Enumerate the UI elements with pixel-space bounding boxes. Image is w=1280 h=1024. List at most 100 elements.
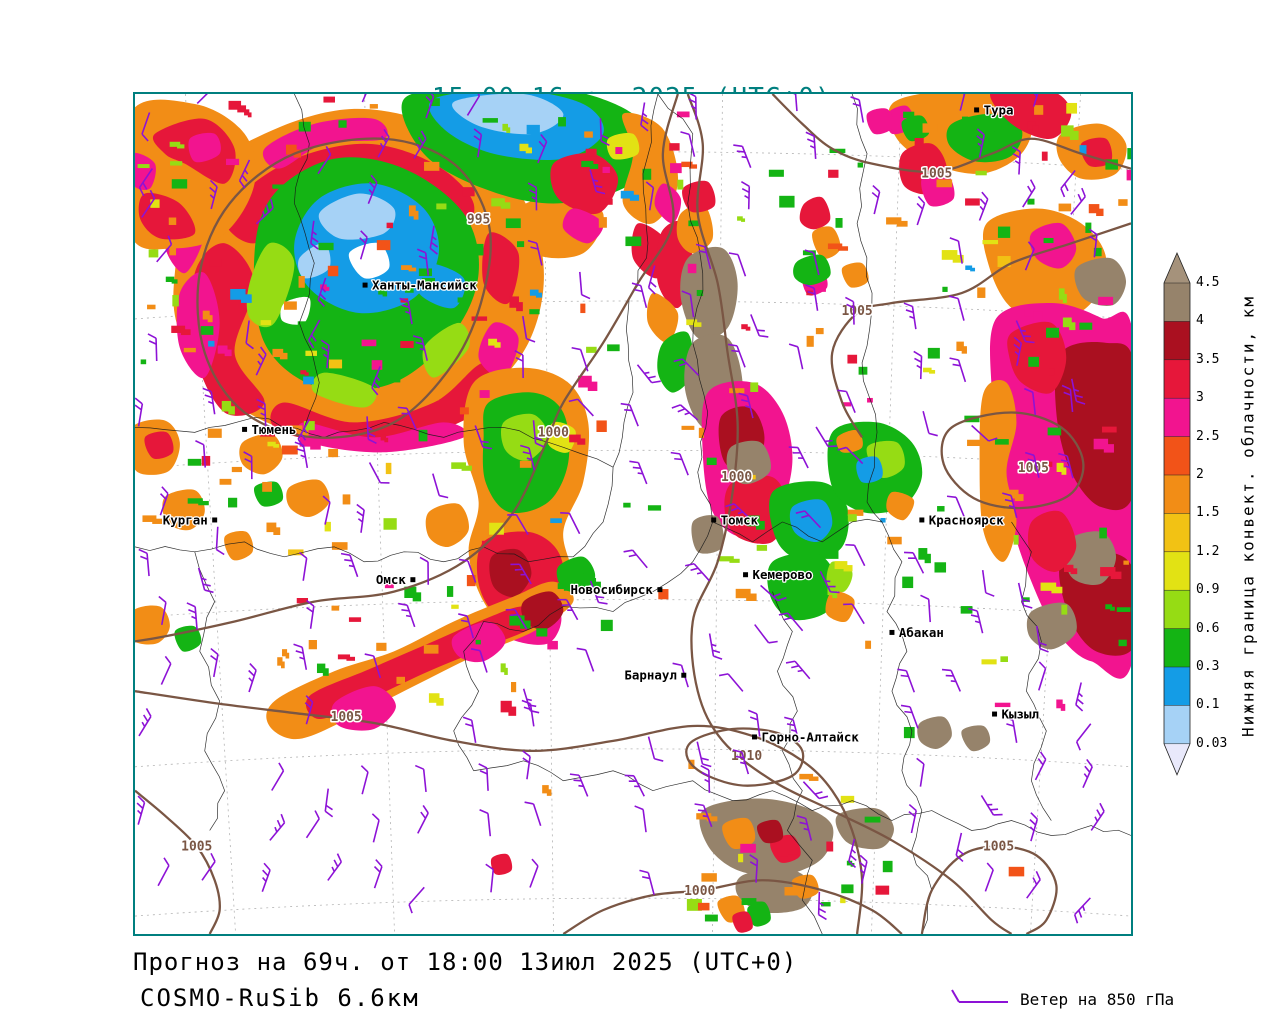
wind-barb [371, 366, 381, 396]
cloud-base-speckles [137, 96, 1131, 922]
wind-barb [634, 805, 647, 833]
wind-barb [695, 243, 712, 270]
wind-barb [981, 570, 995, 597]
wind-barb [805, 284, 819, 311]
wind-barb [971, 424, 998, 442]
wind-barb [367, 174, 378, 204]
city-label: Тюмень [252, 422, 297, 437]
wind-barb [521, 699, 535, 727]
wind-barb [317, 146, 332, 175]
colorbar-scale [1163, 251, 1191, 776]
wind-barb [255, 346, 267, 376]
city-label: Омск [376, 572, 406, 587]
wind-barb [725, 503, 752, 521]
wind-barb [210, 647, 219, 678]
wind-barb [804, 249, 820, 276]
wind-barb [529, 858, 539, 888]
wind-barb [837, 389, 856, 413]
wind-barb [681, 290, 695, 318]
city-label: Кызыл [1002, 707, 1039, 722]
wind-barb [568, 398, 594, 417]
colorbar-tick-label: 0.1 [1196, 697, 1220, 713]
wind-barb [1029, 812, 1039, 842]
wind-barb [916, 195, 926, 226]
wind-barb [537, 134, 548, 164]
city-label: Томск [721, 512, 759, 527]
wind-barb [1032, 94, 1042, 107]
city-label: Красноярск [929, 512, 1004, 527]
wind-barb [310, 220, 319, 250]
wind-barb [624, 774, 645, 797]
colorbar-tick-label: 3.5 [1196, 351, 1220, 367]
isobar-label: 1000 [721, 470, 752, 485]
city-label: Ханты-Мансийск [372, 278, 477, 293]
city-label: Тура [984, 102, 1014, 117]
wind-barb [958, 94, 967, 111]
wind-barb [159, 486, 169, 516]
city-marker [743, 572, 749, 578]
wind-barb [138, 548, 150, 577]
wind-barb-icon [951, 989, 1008, 1003]
wind-barb [485, 863, 495, 893]
city-label: Горно-Алтайск [761, 729, 859, 744]
wind-barb [796, 815, 813, 841]
colorbar-tick-label: 4 [1196, 313, 1204, 329]
colorbar-tick-label: 4.5 [1196, 275, 1220, 290]
wind-barb [795, 510, 822, 529]
wind-barb [462, 716, 477, 743]
wind-barb [261, 862, 271, 892]
wind-barb [819, 570, 840, 594]
city-label: Кемерово [753, 567, 813, 582]
wind-barb [1075, 682, 1084, 712]
wind-barb [916, 757, 925, 787]
wind-barb [1061, 384, 1074, 413]
wind-barb [201, 852, 216, 881]
colorbar-tick-label: 0.6 [1196, 620, 1220, 636]
colorbar-tick-label: 2.5 [1196, 428, 1220, 444]
colorbar-tick-label: 0.3 [1196, 659, 1220, 674]
wind-barb [322, 495, 331, 525]
wind-barb [576, 647, 595, 672]
wind-barb [473, 128, 483, 158]
city-marker [362, 282, 368, 288]
wind-barb [340, 552, 359, 578]
wind-barb [248, 663, 257, 693]
wind-barb [474, 425, 493, 450]
wind-barb [1002, 492, 1018, 518]
city-label: Барнаул [624, 668, 676, 683]
wind-barb [361, 94, 373, 103]
wind-barb [458, 558, 477, 583]
wind-barb [522, 316, 536, 343]
wind-barb [1073, 897, 1091, 924]
wind-barb [708, 633, 723, 660]
wind-barb [845, 543, 866, 567]
wind-legend: Ветер на 850 гПа [948, 988, 1174, 1010]
wind-barb [1038, 661, 1047, 691]
wind-barb [922, 410, 938, 437]
wind-barb [209, 179, 218, 210]
wind-barb [298, 551, 308, 581]
wind-barb [728, 252, 747, 277]
wind-barb [671, 404, 699, 421]
city-marker [889, 629, 895, 635]
wind-barb [1060, 170, 1076, 198]
isobar-label: 1000 [684, 884, 715, 899]
wind-barb [1015, 320, 1035, 344]
wind-barb [195, 440, 207, 468]
wind-barb [908, 803, 917, 834]
city-marker [919, 517, 925, 523]
wind-barb [718, 673, 744, 692]
wind-barb [158, 595, 167, 626]
wind-barb [327, 853, 343, 881]
city-marker [974, 107, 980, 113]
wind-barb [623, 549, 648, 569]
colorbar-tick-label: 0.03 [1196, 735, 1228, 751]
wind-barb [157, 857, 170, 887]
wind-barb [202, 387, 216, 415]
wind-barb [1088, 228, 1098, 258]
wind-barb [680, 131, 696, 157]
wind-barb [976, 128, 985, 158]
wind-barb [748, 709, 761, 737]
isobar-label: 1005 [983, 839, 1014, 854]
wind-barb [324, 788, 334, 818]
